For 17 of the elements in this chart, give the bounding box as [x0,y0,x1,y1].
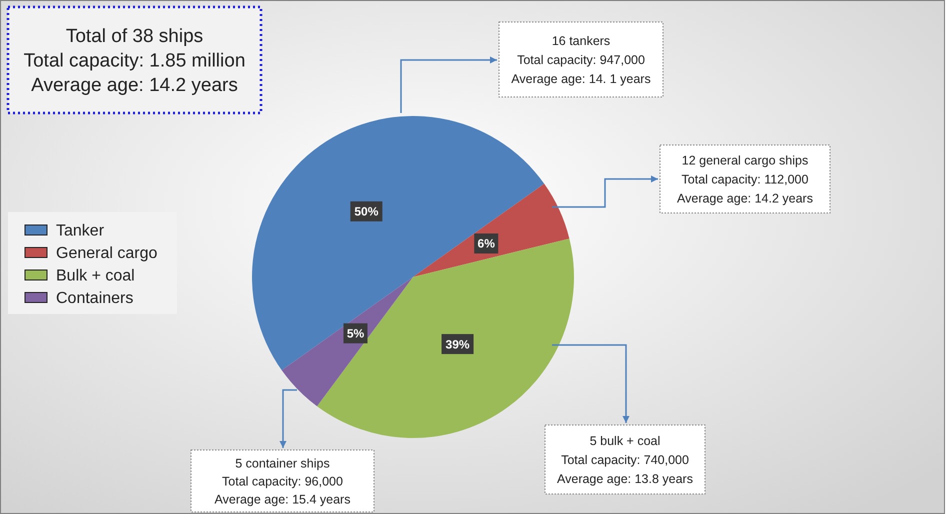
legend-label: Containers [56,290,134,308]
data-label: 6% [478,236,496,251]
text: 5 bulk + coal Total capacity: 740,000 Average age: 13.8 years [557,434,693,486]
text: 5 container ships Total capacity: 96,000 Average age: 15.4 years [214,456,350,506]
legend-label: Bulk + coal [56,268,135,285]
pie-slice [413,184,570,277]
data-label: 5% [346,326,364,341]
pie-slice [282,277,413,406]
legend-label: Tanker [56,222,105,240]
text: Total of 38 ships Total capacity: 1.85 million Average age: 14.2 years [24,26,246,96]
text: 16 tankers Total capacity: 947,000 Average age: 14. 1 years [511,34,651,86]
pie-slice [317,238,574,438]
pie-slice [252,116,544,370]
data-label: 39% [446,337,470,352]
text: 12 general cargo ships Total capacity: 112,000 Average age: 14.2 years [677,153,813,206]
legend-label: General cargo [56,245,158,262]
data-label: 50% [354,204,379,219]
